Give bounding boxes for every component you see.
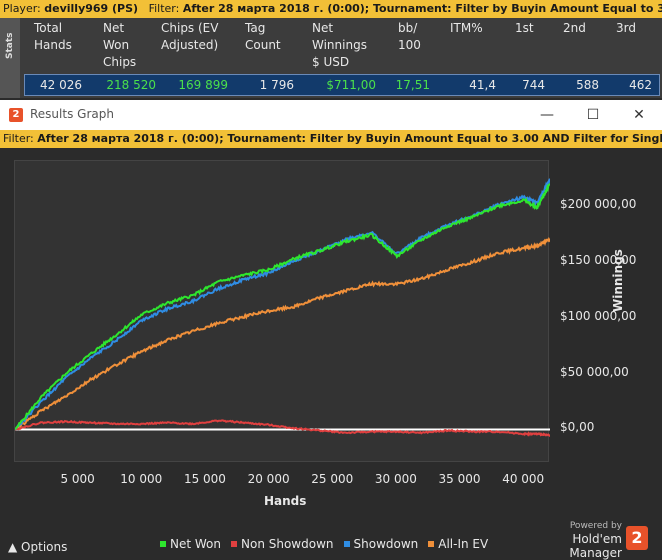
results-graph-window: 2 Results Graph — ☐ ✕ Filter: After 28 м… [0,100,662,560]
series-line-non-showdown [14,419,551,438]
title-bar: 2 Results Graph — ☐ ✕ [0,100,662,130]
legend-item[interactable]: Net Won [160,537,221,551]
graph-filter-label: Filter: [3,132,34,145]
stats-header[interactable]: Net Won Chips [103,21,137,69]
stats-tab-label: Stats [5,32,15,59]
window-title: Results Graph [30,107,114,121]
legend-swatch-icon [428,541,435,547]
chart-svg [14,178,551,438]
series-line-showdown [14,178,551,431]
stats-tab[interactable]: Stats [0,18,20,98]
legend-label: All-In EV [438,537,489,551]
player-value: devilly969 (PS) [44,2,139,15]
stats-header[interactable]: Net Winnings $ USD [312,21,367,69]
x-tick-label: 10 000 [120,472,163,486]
hm2-logo-icon: 2 [626,526,648,550]
options-label: Options [21,540,68,554]
options-button[interactable]: ▲ Options [8,540,68,554]
legend-item[interactable]: Non Showdown [231,537,334,551]
stats-cell: 41,4 [469,78,496,92]
powered-by: Powered by Hold'em Manager [526,521,622,560]
stats-cell: 462 [629,78,652,92]
stats-row[interactable] [24,74,660,96]
stats-header[interactable]: 3rd [616,21,636,35]
top-filter-bar: Player: devilly969 (PS) Filter: After 28… [0,0,662,18]
stats-header[interactable]: Chips (EV Adjusted) [161,21,219,52]
stats-panel: Stats Total Hands Net Won Chips Chips (EV … [0,18,662,98]
legend-swatch-icon [231,541,237,547]
app-logo-icon: 2 [9,108,23,122]
stats-cell: 744 [522,78,545,92]
stats-header[interactable]: bb/ 100 [398,21,421,52]
stats-cell: 169 899 [178,78,228,92]
y-tick-label: $150 000,00 [560,252,637,267]
stats-header[interactable]: 1st [515,21,534,35]
graph-filter-bar: Filter: After 28 марта 2018 г. (0:00); T… [0,130,662,148]
legend-label: Showdown [353,537,419,551]
x-tick-label: 35 000 [438,472,481,486]
legend-item[interactable]: Showdown [343,537,419,551]
stats-header[interactable]: Tag Count [245,21,281,52]
y-tick-label: $50 000,00 [560,364,629,379]
legend-label: Non Showdown [241,537,334,551]
graph-filter-value: After 28 марта 2018 г. (0:00); Tournamen… [37,132,662,145]
powered-by-label: Powered by [569,521,622,531]
stats-cell: 588 [576,78,599,92]
y-tick-label: $100 000,00 [560,308,637,323]
stats-cell: 1 796 [259,78,294,92]
y-tick-label: $0,00 [560,420,595,435]
stats-cell: $711,00 [326,78,376,92]
y-tick-label: $200 000,00 [560,196,637,211]
results-chart[interactable] [14,160,551,462]
y-axis-label: Winnings [611,249,625,312]
player-label: Player: [3,2,41,15]
x-tick-label: 30 000 [374,472,417,486]
close-button[interactable]: ✕ [633,107,645,123]
maximize-button[interactable]: ☐ [586,107,600,123]
x-tick-label: 15 000 [183,472,226,486]
stats-cell: 218 520 [106,78,156,92]
x-tick-label: 20 000 [247,472,290,486]
minimize-button[interactable]: — [540,107,554,123]
legend-swatch-icon [343,541,350,547]
chart-legend: Net Won Non Showdown Showdown All-In EV [160,537,498,551]
stats-header[interactable]: 2nd [563,21,586,35]
stats-cell: 42 026 [40,78,82,92]
filter-label: Filter: [148,2,180,15]
stats-header[interactable]: Total Hands [34,21,72,52]
x-tick-label: 40 000 [502,472,545,486]
filter-value: After 28 марта 2018 г. (0:00); Tournamen… [182,2,662,15]
stats-cell: 17,51 [395,78,430,92]
legend-swatch-icon [160,541,166,547]
x-axis-label: Hands [264,494,307,508]
series-line-net-won [14,183,551,431]
x-tick-label: 5 000 [60,472,95,486]
legend-label: Net Won [170,537,221,551]
x-tick-label: 25 000 [311,472,354,486]
stats-header[interactable]: ITM% [450,21,483,35]
brand-name: Hold'em Manager [569,532,622,560]
series-line-all-in-ev [14,236,551,431]
legend-item[interactable]: All-In EV [428,537,488,551]
